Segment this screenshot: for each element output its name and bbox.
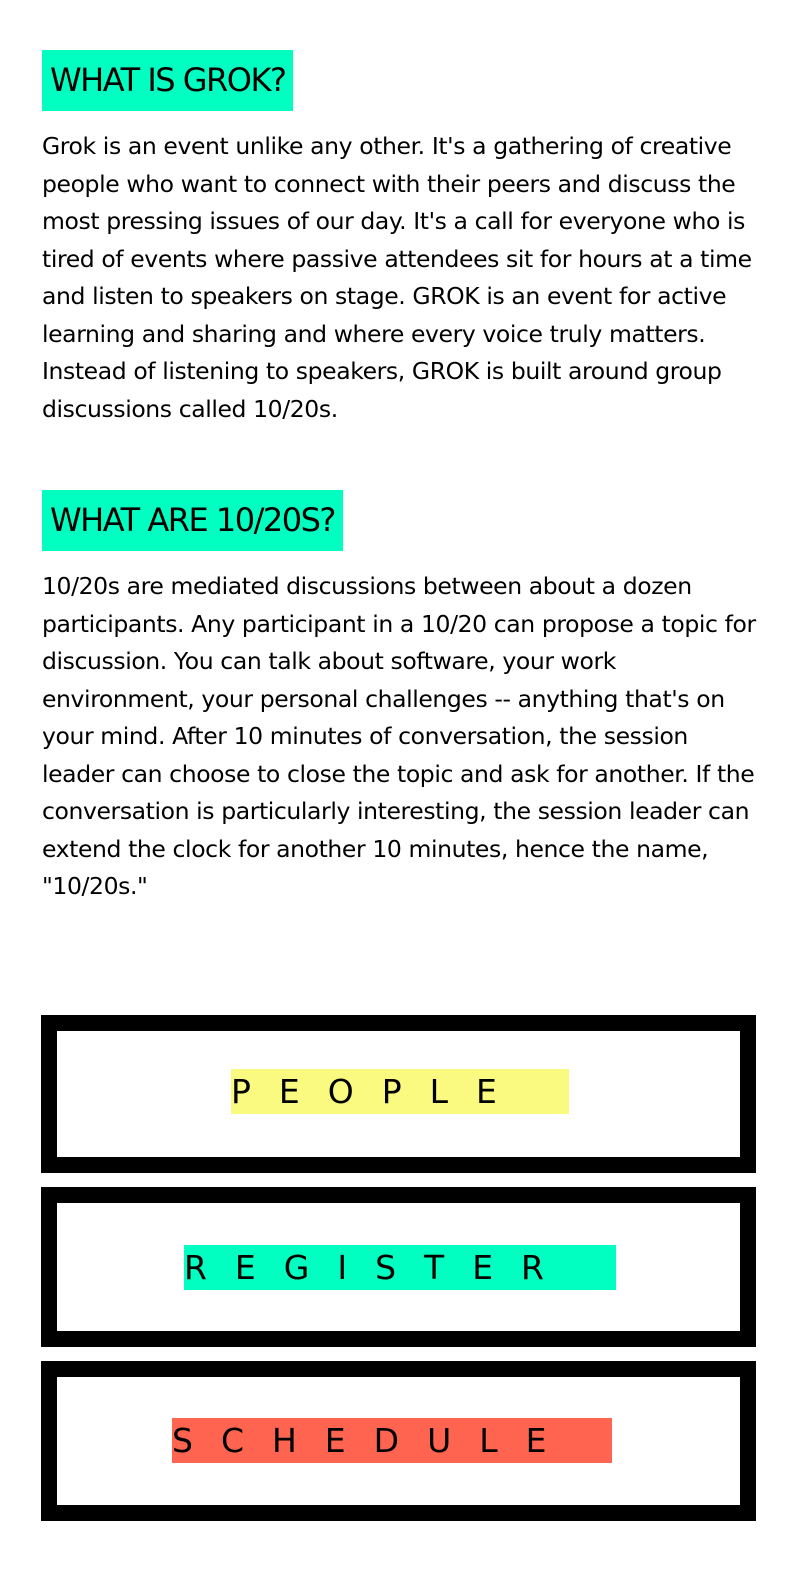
people-button[interactable]: PEOPLE [41, 1015, 756, 1173]
what-are-1020s-heading: WHAT ARE 10/20S? [42, 490, 343, 551]
what-are-1020s-body: 10/20s are mediated discussions between … [42, 572, 756, 900]
what-is-grok-section: WHAT IS GROK? Grok is an event unlike an… [42, 50, 758, 428]
what-are-1020s-section: WHAT ARE 10/20S? 10/20s are mediated dis… [42, 490, 758, 906]
what-is-grok-heading: WHAT IS GROK? [42, 50, 294, 111]
what-is-grok-body: Grok is an event unlike any other. It's … [42, 132, 752, 423]
schedule-button[interactable]: SCHEDULE [41, 1361, 756, 1521]
register-button[interactable]: REGISTER [41, 1187, 756, 1347]
people-label: PEOPLE [231, 1069, 569, 1114]
schedule-label: SCHEDULE [172, 1418, 612, 1463]
register-label: REGISTER [184, 1245, 616, 1290]
